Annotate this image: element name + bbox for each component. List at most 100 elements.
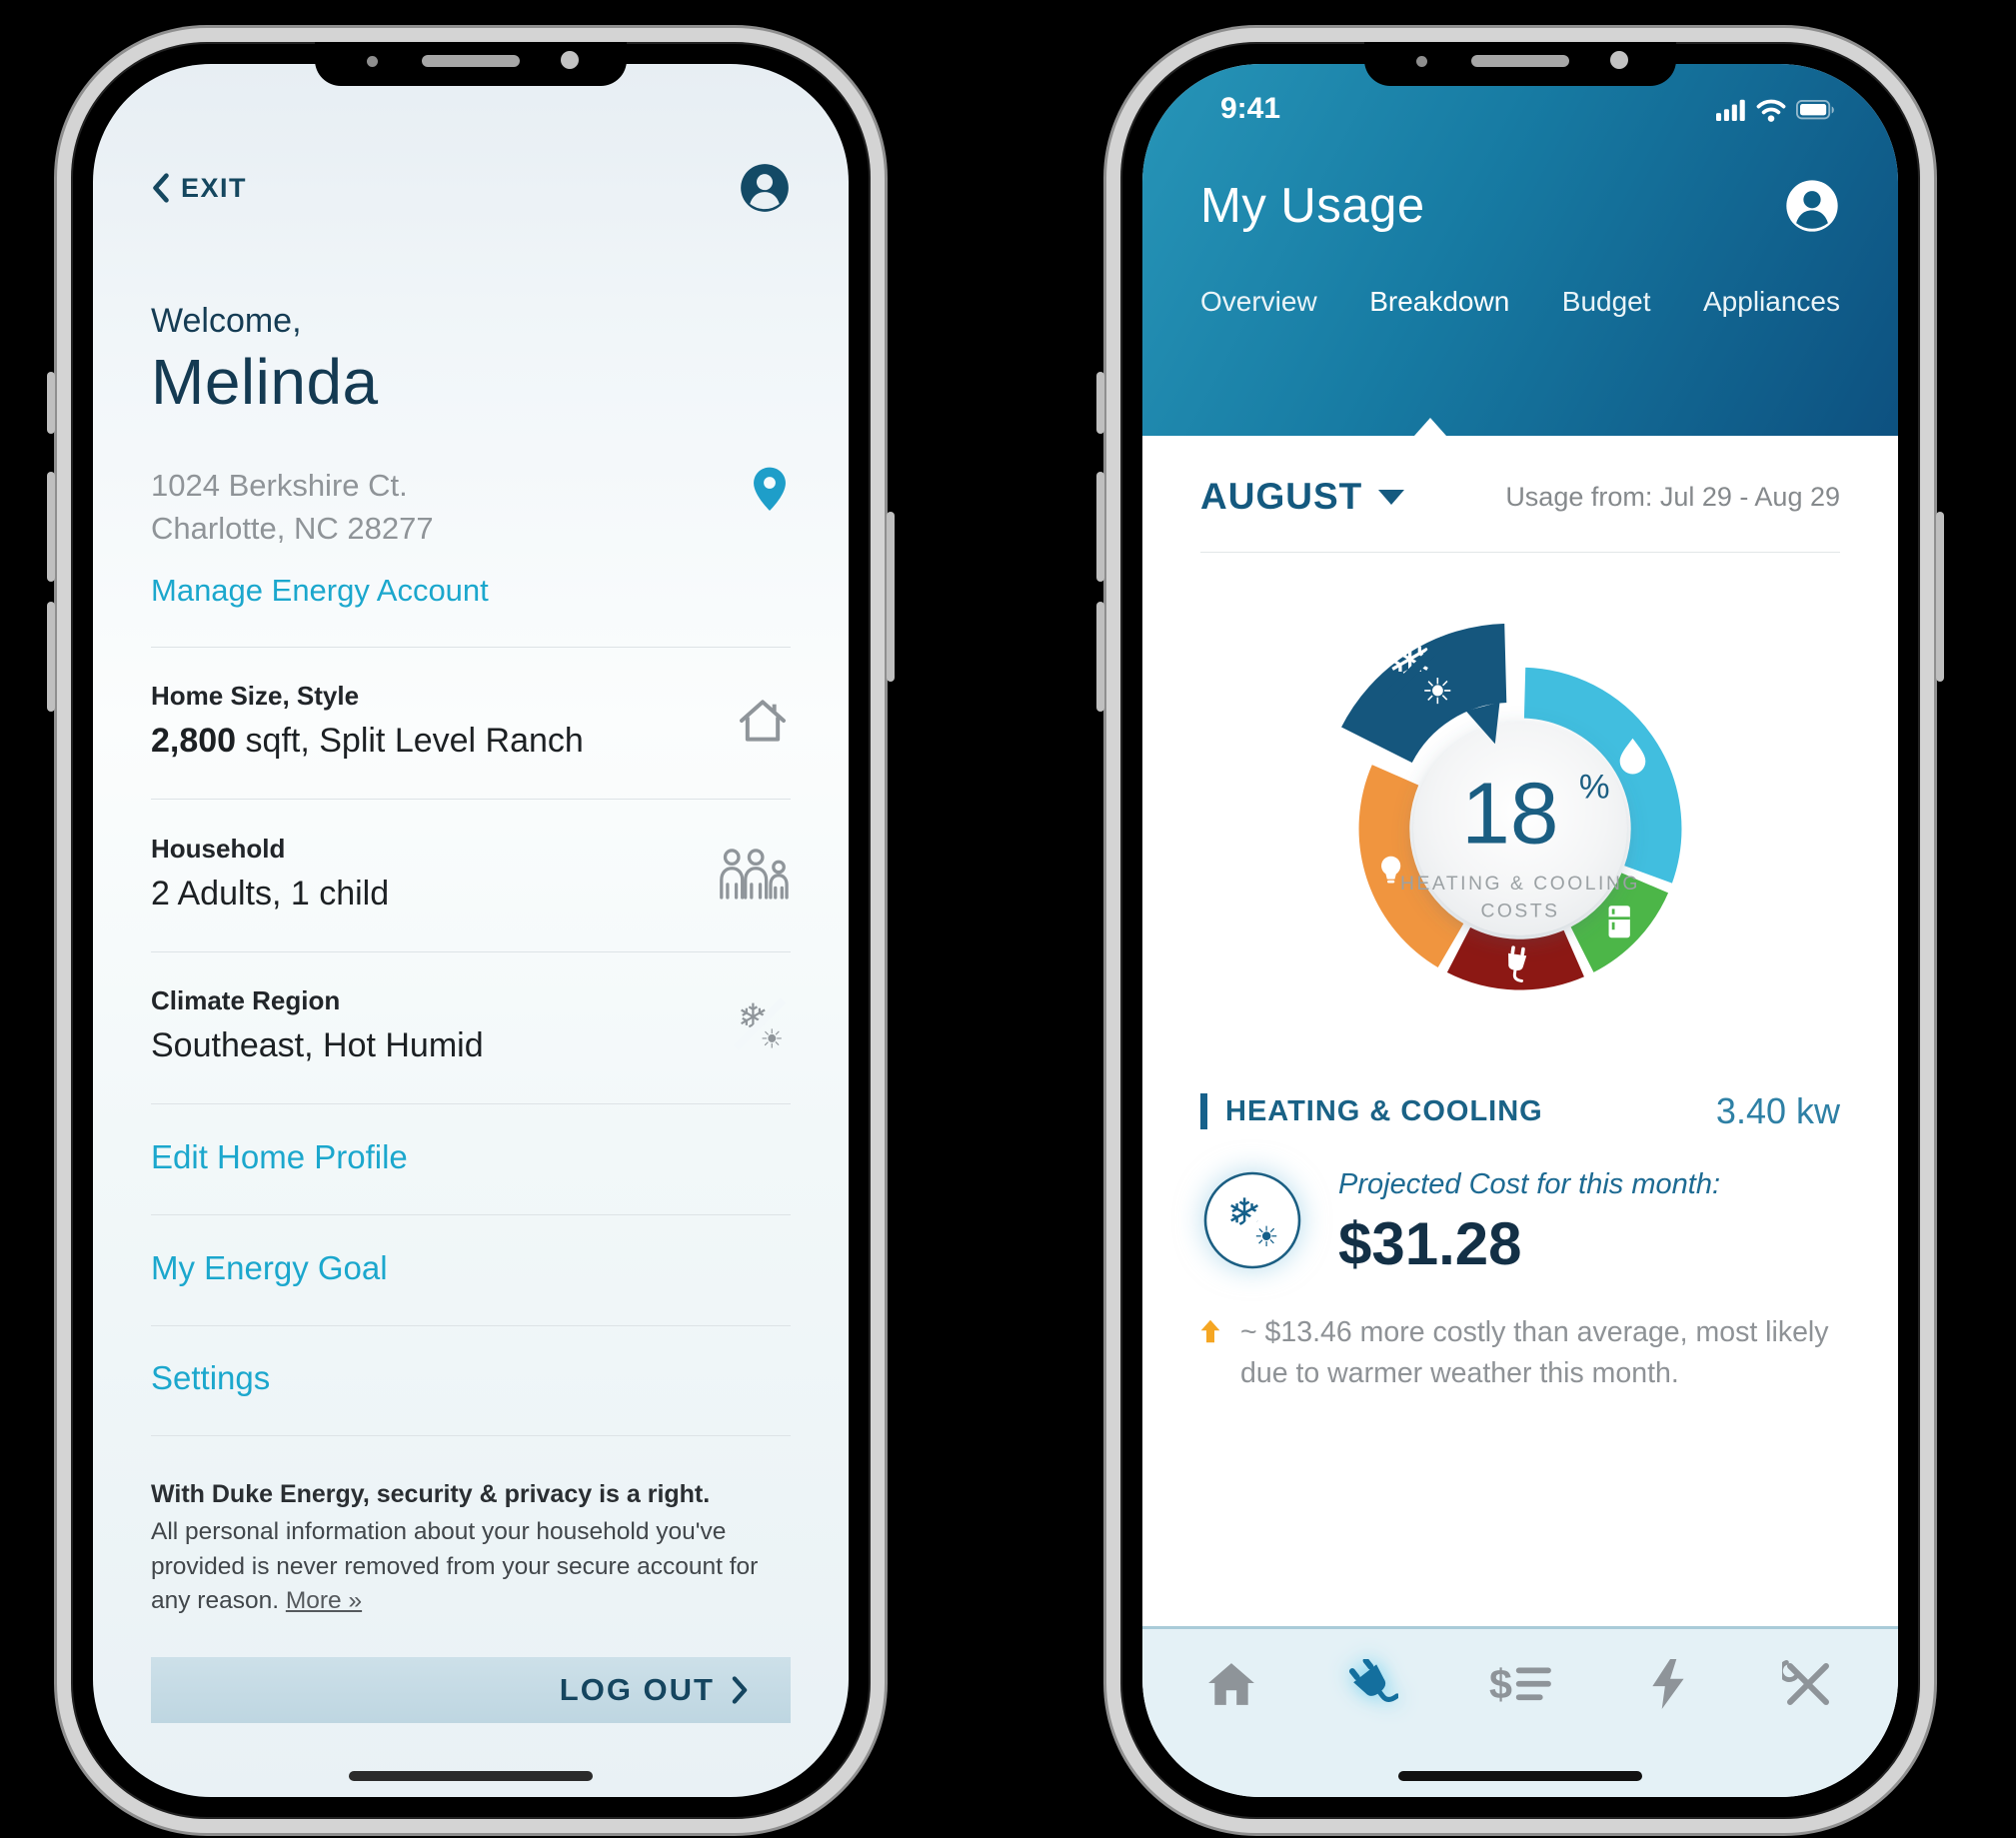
active-tab-caret <box>1414 418 1447 436</box>
home-indicator[interactable] <box>1398 1771 1642 1781</box>
app-header: 9:41 <box>1142 64 1898 436</box>
my-energy-goal-link[interactable]: My Energy Goal <box>151 1248 388 1286</box>
tab-overview[interactable]: Overview <box>1200 286 1317 317</box>
climate-value: Southeast, Hot Humid <box>151 1026 484 1065</box>
status-time: 9:41 <box>1220 92 1281 125</box>
location-pin-icon <box>754 467 786 511</box>
chevron-left-icon <box>153 173 169 203</box>
nav-energy-button[interactable] <box>1647 1659 1691 1714</box>
proximity-sensor <box>1416 56 1427 67</box>
climate-section: Climate Region Southeast, Hot Humid ❄ ☀ <box>151 985 791 1065</box>
section-accent-bar <box>1200 1093 1207 1129</box>
divider <box>1200 552 1840 553</box>
projected-cost-value: $31.28 <box>1338 1210 1522 1277</box>
privacy-note: With Duke Energy, security & privacy is … <box>151 1480 791 1619</box>
nav-billing-button[interactable]: $ <box>1489 1661 1555 1712</box>
svg-text:☀: ☀ <box>1421 672 1453 713</box>
exit-label: EXIT <box>181 172 248 203</box>
svg-text:COSTS: COSTS <box>1480 901 1559 921</box>
home-size-value: 2,800 sqft, Split Level Ranch <box>151 722 584 761</box>
privacy-title: With Duke Energy, security & privacy is … <box>151 1479 711 1508</box>
status-bar: 9:41 <box>1142 64 1898 134</box>
volume-down-button <box>1096 602 1104 712</box>
month-dropdown[interactable]: AUGUST <box>1200 476 1405 518</box>
edit-home-profile-link[interactable]: Edit Home Profile <box>151 1138 408 1176</box>
logout-label: LOG OUT <box>559 1672 715 1708</box>
climate-snowflake-sun-icon: ❄ ☀ <box>733 995 787 1055</box>
usage-range: Usage from: Jul 29 - Aug 29 <box>1505 481 1840 512</box>
donut-segment-water-heating <box>1521 665 1684 887</box>
nav-home-button[interactable] <box>1206 1661 1256 1712</box>
exit-button[interactable]: EXIT <box>151 173 247 204</box>
tab-budget[interactable]: Budget <box>1561 286 1651 317</box>
left-phone-frame: EXIT Welcome, Melinda 1024 Berkshire Ct.… <box>47 28 895 1833</box>
divider <box>151 799 791 800</box>
svg-text:18: 18 <box>1461 764 1558 862</box>
mute-switch <box>47 372 55 434</box>
donut-chart[interactable]: ❄☀18 % HEATING & COOLING COSTS <box>1220 559 1820 1086</box>
divider <box>151 1103 791 1105</box>
tab-bar: Overview Breakdown Budget Appliances <box>1142 286 1898 318</box>
cost-comparison-note: ~ $13.46 more costly than average, most … <box>1240 1316 1829 1390</box>
tab-breakdown[interactable]: Breakdown <box>1369 286 1510 317</box>
kw-value: 3.40 kw <box>1715 1090 1840 1131</box>
logout-button[interactable]: LOG OUT <box>151 1657 791 1723</box>
divider <box>151 646 791 648</box>
lightbulb-icon <box>1381 856 1401 884</box>
divider <box>151 1214 791 1215</box>
donut-center <box>1413 722 1627 935</box>
home-size-section: Home Size, Style 2,800 sqft, Split Level… <box>151 681 791 761</box>
home-size-label: Home Size, Style <box>151 681 360 712</box>
divider <box>151 1435 791 1436</box>
svg-text:HEATING & COOLING: HEATING & COOLING <box>1400 874 1640 895</box>
volume-up-button <box>47 472 55 582</box>
front-camera <box>1610 51 1628 69</box>
page-title: My Usage <box>1200 179 1425 233</box>
billing-icon: $ <box>1489 1661 1551 1707</box>
svg-text:%: % <box>1579 769 1610 807</box>
home-indicator[interactable] <box>349 1771 593 1781</box>
address-line2: Charlotte, NC 28277 <box>151 510 434 546</box>
tab-appliances[interactable]: Appliances <box>1703 286 1840 317</box>
manage-energy-account-link[interactable]: Manage Energy Account <box>151 572 489 608</box>
svg-text:$: $ <box>1489 1661 1512 1707</box>
right-phone-frame: 9:41 <box>1096 28 1944 1833</box>
volume-down-button <box>47 602 55 712</box>
plug-icon <box>1348 1657 1399 1702</box>
tools-icon <box>1778 1660 1829 1705</box>
divider <box>151 1324 791 1326</box>
home-icon <box>740 700 786 742</box>
front-camera <box>561 51 579 69</box>
volume-up-button <box>1096 472 1104 582</box>
energy-bolt-icon <box>1651 1659 1684 1709</box>
notch <box>315 42 627 86</box>
mute-switch <box>1096 372 1104 434</box>
welcome-label: Welcome, <box>151 302 302 340</box>
battery-icon <box>1796 100 1834 120</box>
bottom-nav: $ <box>1142 1626 1898 1797</box>
privacy-body: All personal information about your hous… <box>151 1515 761 1619</box>
profile-avatar-icon[interactable] <box>1784 178 1840 234</box>
notch <box>1364 42 1676 86</box>
nav-usage-button[interactable] <box>1348 1657 1399 1714</box>
settings-link[interactable]: Settings <box>151 1359 271 1397</box>
chevron-right-icon <box>732 1676 748 1704</box>
household-value: 2 Adults, 1 child <box>151 874 390 913</box>
address-line1: 1024 Berkshire Ct. <box>151 468 408 503</box>
household-section: Household 2 Adults, 1 child <box>151 834 791 914</box>
month-label: AUGUST <box>1200 476 1363 517</box>
chevron-down-icon <box>1378 489 1405 505</box>
nav-tools-button[interactable] <box>1778 1659 1834 1714</box>
svg-text:☀: ☀ <box>1253 1220 1278 1253</box>
user-name: Melinda <box>151 346 379 418</box>
refrigerator-icon <box>1608 906 1630 938</box>
water-drop-icon <box>1619 738 1646 775</box>
profile-avatar-icon[interactable] <box>739 162 791 214</box>
more-link[interactable]: More » <box>285 1587 363 1615</box>
proximity-sensor <box>367 56 378 67</box>
heating-cooling-heading: HEATING & COOLING <box>1225 1094 1543 1127</box>
home-size-number: 2,800 <box>151 722 237 761</box>
signal-icon <box>1716 99 1745 122</box>
home-size-rest: sqft, Split Level Ranch <box>236 722 584 761</box>
power-button <box>887 512 895 682</box>
